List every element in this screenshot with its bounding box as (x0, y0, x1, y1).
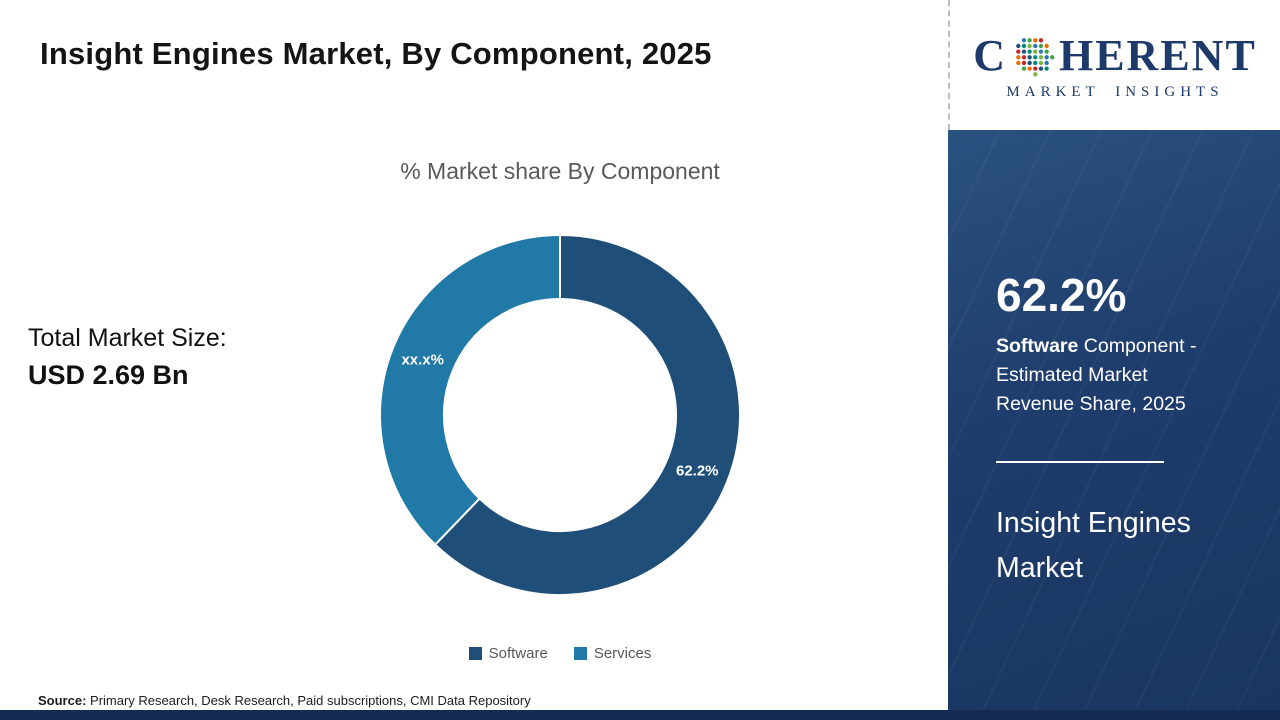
sidebar-market-title: Insight Engines Market (996, 507, 1191, 584)
total-market-size-value: USD 2.69 Bn (28, 360, 189, 390)
donut-slice-services (379, 233, 561, 547)
total-market-size: Total Market Size: USD 2.69 Bn (28, 324, 227, 391)
stat-value: 62.2% (996, 269, 1127, 321)
divider-line (996, 461, 1164, 463)
slice-label-services: xx.x% (401, 352, 444, 369)
stat-description-rest: Component - Estimated Market Revenue Sha… (996, 335, 1197, 415)
donut-slice-software (433, 233, 741, 596)
globe-dots-icon (1016, 38, 1055, 77)
logo-letter-c: C (973, 30, 1007, 80)
page-title: Insight Engines Market, By Component, 20… (40, 36, 712, 71)
logo-area: C HERENT MARKET INSIGHTS (948, 0, 1280, 130)
chart-title: % Market share By Component (400, 158, 720, 184)
stat-description-bold: Software (996, 335, 1079, 357)
source-note: Source: Primary Research, Desk Research,… (38, 693, 531, 708)
source-label: Source: (38, 693, 87, 708)
legend-swatch-services (573, 647, 587, 660)
logo-letters-rest: HERENT (1058, 30, 1257, 80)
legend-item-software: Software (468, 645, 548, 662)
stat-description: Software Component - Estimated Market Re… (996, 332, 1228, 419)
sidebar-panel: 62.2% Software Component - Estimated Mar… (948, 130, 1280, 710)
legend-label: Software (488, 645, 548, 662)
legend-label: Services (593, 645, 652, 662)
coherent-logo: C HERENT MARKET INSIGHTS (973, 30, 1257, 101)
logo-subtext: MARKET INSIGHTS (1006, 83, 1224, 100)
slice-label-software: 62.2% (676, 462, 719, 479)
donut-chart: 62.2% xx.x% (379, 233, 741, 596)
bottom-bar (0, 710, 1280, 720)
total-market-size-label: Total Market Size: (28, 324, 227, 352)
source-text: Primary Research, Desk Research, Paid su… (86, 693, 531, 708)
legend-item-services: Services (573, 645, 652, 662)
logo-wordmark: C HERENT (973, 30, 1257, 81)
chart-legend: Software Services (310, 645, 810, 662)
legend-swatch-software (468, 647, 482, 660)
